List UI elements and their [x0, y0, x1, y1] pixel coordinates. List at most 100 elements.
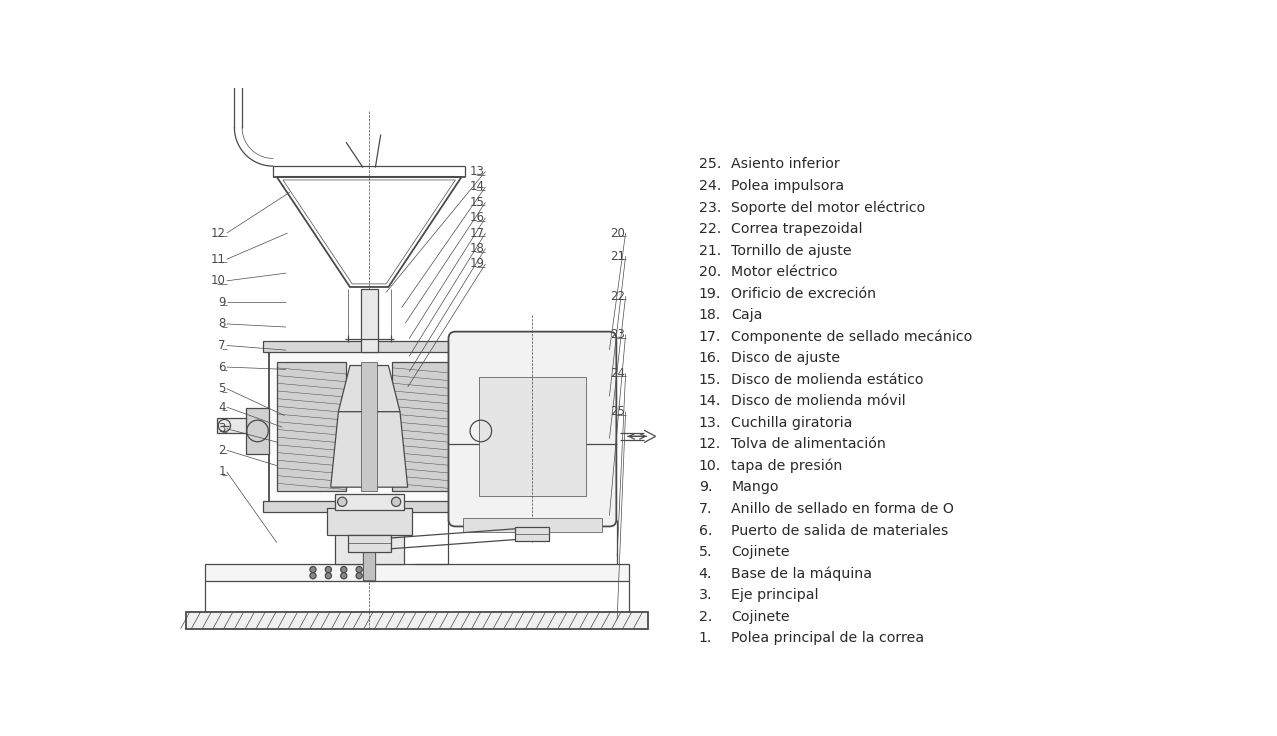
Bar: [335, 494, 404, 509]
Text: Orificio de excreción: Orificio de excreción: [732, 287, 876, 301]
Text: 6: 6: [218, 361, 226, 374]
Bar: [469, 408, 493, 454]
Text: 4: 4: [218, 400, 226, 414]
Text: 14: 14: [470, 180, 485, 194]
Text: 23.: 23.: [699, 200, 722, 214]
Circle shape: [356, 567, 363, 573]
Bar: [186, 612, 647, 629]
Text: 19.: 19.: [699, 287, 722, 301]
Text: 10.: 10.: [699, 459, 722, 473]
Text: Cuchilla giratoria: Cuchilla giratoria: [732, 416, 853, 430]
Bar: [464, 518, 601, 532]
Bar: [206, 565, 628, 581]
Bar: [217, 418, 246, 434]
Text: 16: 16: [470, 211, 485, 224]
Polygon shape: [338, 366, 400, 411]
Text: 25.: 25.: [699, 158, 722, 171]
Circle shape: [337, 498, 347, 506]
Text: 23: 23: [610, 328, 624, 342]
Text: Eje principal: Eje principal: [732, 588, 819, 602]
Circle shape: [392, 498, 401, 506]
Text: Soporte del motor eléctrico: Soporte del motor eléctrico: [732, 200, 926, 215]
Text: 24.: 24.: [699, 179, 722, 193]
Text: Asiento inferior: Asiento inferior: [732, 158, 840, 171]
Text: 24: 24: [610, 367, 624, 380]
Text: 1: 1: [218, 465, 226, 478]
Text: 6.: 6.: [699, 523, 713, 537]
Text: 2.: 2.: [699, 609, 713, 623]
Text: Mango: Mango: [732, 481, 779, 495]
Circle shape: [356, 573, 363, 578]
Text: 22.: 22.: [699, 222, 722, 236]
Bar: [363, 535, 375, 579]
Text: 18: 18: [470, 242, 485, 255]
Text: 13.: 13.: [699, 416, 722, 430]
Text: 14.: 14.: [699, 394, 722, 408]
Text: 3: 3: [218, 422, 226, 435]
Bar: [347, 535, 391, 552]
Text: 11: 11: [211, 252, 226, 266]
Bar: [479, 377, 586, 496]
Text: 1.: 1.: [699, 631, 713, 645]
Text: 3.: 3.: [699, 588, 713, 602]
Circle shape: [341, 573, 347, 578]
Text: 13: 13: [470, 165, 485, 178]
Text: 8: 8: [218, 317, 226, 330]
Text: 20: 20: [610, 227, 624, 240]
Text: 9: 9: [218, 296, 226, 309]
Text: 17.: 17.: [699, 330, 722, 344]
Text: Correa trapezoidal: Correa trapezoidal: [732, 222, 863, 236]
Text: Tornillo de ajuste: Tornillo de ajuste: [732, 244, 852, 258]
Text: 15.: 15.: [699, 373, 722, 387]
Bar: [246, 408, 269, 454]
Bar: [516, 527, 549, 541]
Text: 12: 12: [211, 227, 226, 240]
Text: 25: 25: [610, 406, 624, 418]
Polygon shape: [277, 361, 346, 491]
Text: Cojinete: Cojinete: [732, 545, 789, 559]
Polygon shape: [331, 411, 407, 487]
Text: 5.: 5.: [699, 545, 713, 559]
Circle shape: [326, 567, 332, 573]
Bar: [360, 289, 378, 352]
Text: Anillo de sellado en forma de O: Anillo de sellado en forma de O: [732, 502, 954, 516]
Circle shape: [326, 573, 332, 578]
Text: 21.: 21.: [699, 244, 722, 258]
Text: 22: 22: [610, 290, 624, 302]
Text: Base de la máquina: Base de la máquina: [732, 567, 872, 581]
Circle shape: [310, 573, 315, 578]
Bar: [269, 350, 469, 503]
Bar: [363, 520, 375, 581]
Text: Tolva de alimentación: Tolva de alimentación: [732, 437, 886, 451]
Text: 10: 10: [211, 275, 226, 287]
Text: 2: 2: [218, 444, 226, 457]
Text: Cojinete: Cojinete: [732, 609, 789, 623]
Text: Puerto de salida de materiales: Puerto de salida de materiales: [732, 523, 949, 537]
Text: Polea principal de la correa: Polea principal de la correa: [732, 631, 925, 645]
Text: Disco de molienda móvil: Disco de molienda móvil: [732, 394, 905, 408]
Text: 19: 19: [470, 258, 485, 270]
Text: Motor eléctrico: Motor eléctrico: [732, 265, 838, 279]
Text: 17: 17: [470, 227, 485, 240]
Circle shape: [310, 567, 315, 573]
Text: 15: 15: [470, 196, 485, 209]
Text: 18.: 18.: [699, 308, 722, 322]
Text: Caja: Caja: [732, 308, 762, 322]
Bar: [335, 504, 404, 565]
Text: 12.: 12.: [699, 437, 722, 451]
Text: 9.: 9.: [699, 481, 713, 495]
Text: Polea impulsora: Polea impulsora: [732, 179, 844, 193]
Text: 7.: 7.: [699, 502, 713, 516]
Bar: [327, 508, 411, 535]
Text: 4.: 4.: [699, 567, 713, 581]
Text: 16.: 16.: [699, 351, 722, 365]
Text: Disco de ajuste: Disco de ajuste: [732, 351, 840, 365]
Text: 20.: 20.: [699, 265, 722, 279]
Bar: [263, 341, 475, 352]
Text: Componente de sellado mecánico: Componente de sellado mecánico: [732, 330, 972, 344]
Circle shape: [341, 567, 347, 573]
Text: 21: 21: [610, 250, 624, 263]
Bar: [263, 501, 475, 512]
FancyBboxPatch shape: [448, 332, 617, 526]
Bar: [361, 361, 377, 491]
